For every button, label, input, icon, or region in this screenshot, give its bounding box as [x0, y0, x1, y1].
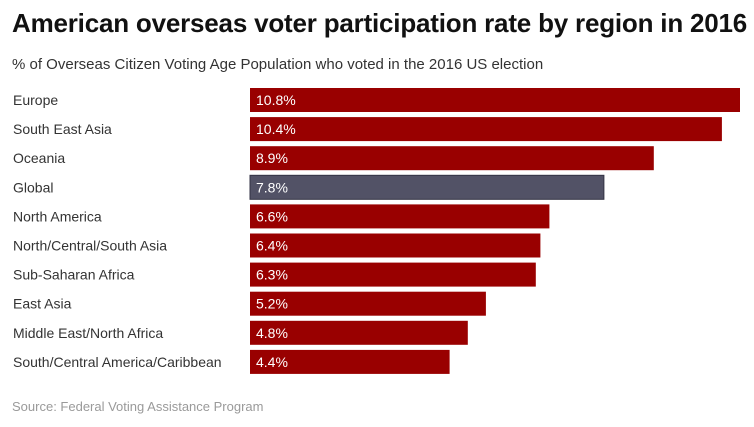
value-label-global: 7.8%	[256, 179, 288, 195]
category-label-global: Global	[13, 179, 53, 195]
chart-title: American overseas voter participation ra…	[12, 8, 748, 38]
bar-north-america	[250, 204, 550, 229]
bar-east-asia	[250, 291, 486, 316]
bar-middle-east-north-africa	[250, 320, 468, 345]
category-label-middle-east-north-africa: Middle East/North Africa	[13, 325, 163, 341]
category-label-oceania: Oceania	[13, 150, 65, 166]
chart-subtitle: % of Overseas Citizen Voting Age Populat…	[12, 56, 544, 73]
bar-north-central-south-asia	[250, 233, 541, 258]
value-label-middle-east-north-africa: 4.8%	[256, 325, 288, 341]
value-label-south-central-america-caribbean: 4.4%	[256, 354, 288, 370]
category-label-europe: Europe	[13, 92, 58, 108]
bar-global	[249, 174, 605, 200]
value-label-north-central-south-asia: 6.4%	[256, 238, 288, 254]
bar-oceania	[250, 146, 654, 171]
value-label-north-america: 6.6%	[256, 208, 288, 224]
value-label-europe: 10.8%	[256, 92, 296, 108]
category-label-north-central-south-asia: North/Central/South Asia	[13, 238, 167, 254]
category-label-sub-saharan-africa: Sub-Saharan Africa	[13, 267, 135, 283]
value-label-oceania: 8.9%	[256, 150, 288, 166]
source-note: Source: Federal Voting Assistance Progra…	[12, 399, 264, 414]
category-label-south-central-america-caribbean: South/Central America/Caribbean	[13, 354, 222, 370]
category-label-north-america: North America	[13, 208, 102, 224]
bar-south-east-asia	[250, 117, 722, 142]
bar-europe	[250, 88, 740, 112]
value-label-south-east-asia: 10.4%	[256, 121, 296, 137]
value-label-east-asia: 5.2%	[256, 296, 288, 312]
value-label-sub-saharan-africa: 6.3%	[256, 267, 288, 283]
bar-south-central-america-caribbean	[250, 349, 450, 374]
bar-sub-saharan-africa	[250, 262, 536, 287]
category-label-east-asia: East Asia	[13, 296, 72, 312]
category-label-south-east-asia: South East Asia	[13, 121, 112, 137]
